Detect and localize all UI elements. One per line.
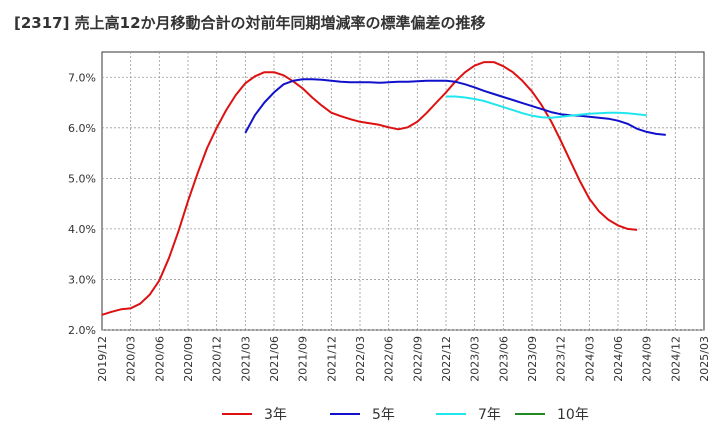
x-tick-label: 2020/06	[153, 336, 166, 382]
x-tick-label: 2022/06	[383, 336, 396, 382]
x-tick-label: 2020/12	[211, 336, 224, 382]
legend-label: 3年	[264, 407, 287, 423]
x-tick-label: 2025/03	[698, 336, 711, 382]
plot-area	[101, 51, 705, 331]
x-tick-label: 2024/03	[583, 336, 596, 382]
legend-label: 7年	[478, 407, 501, 423]
chart-title: [2317] 売上高12か月移動合計の対前年同期増減率の標準偏差の推移	[14, 14, 486, 32]
y-tick-label: 6.0%	[68, 122, 96, 135]
x-tick-label: 2023/03	[469, 336, 482, 382]
x-tick-label: 2023/09	[526, 336, 539, 382]
x-tick-label: 2024/06	[612, 336, 625, 382]
x-tick-label: 2021/06	[268, 336, 281, 382]
y-tick-label: 4.0%	[68, 223, 96, 236]
series-line-5年	[244, 78, 666, 136]
legend-label: 5年	[372, 407, 395, 423]
y-tick-label: 7.0%	[68, 71, 96, 84]
legend-label: 10年	[557, 407, 589, 423]
x-tick-label: 2019/12	[96, 336, 109, 382]
y-tick-label: 5.0%	[68, 172, 96, 185]
x-tick-label: 2022/12	[440, 336, 453, 382]
x-tick-label: 2020/09	[182, 336, 195, 382]
x-tick-label: 2024/09	[641, 336, 654, 382]
x-tick-label: 2023/12	[555, 336, 568, 382]
series-line-7年	[446, 95, 647, 119]
y-tick-label: 3.0%	[68, 273, 96, 286]
y-tick-label: 2.0%	[68, 324, 96, 337]
x-tick-label: 2021/12	[325, 336, 338, 382]
x-tick-label: 2022/03	[354, 336, 367, 382]
x-tick-label: 2021/03	[239, 336, 252, 382]
series-line-3年	[101, 61, 638, 316]
x-tick-label: 2023/06	[497, 336, 510, 382]
x-tick-label: 2020/03	[125, 336, 138, 382]
x-tick-label: 2024/12	[669, 336, 682, 382]
x-tick-label: 2021/09	[297, 336, 310, 382]
x-tick-label: 2022/09	[411, 336, 424, 382]
